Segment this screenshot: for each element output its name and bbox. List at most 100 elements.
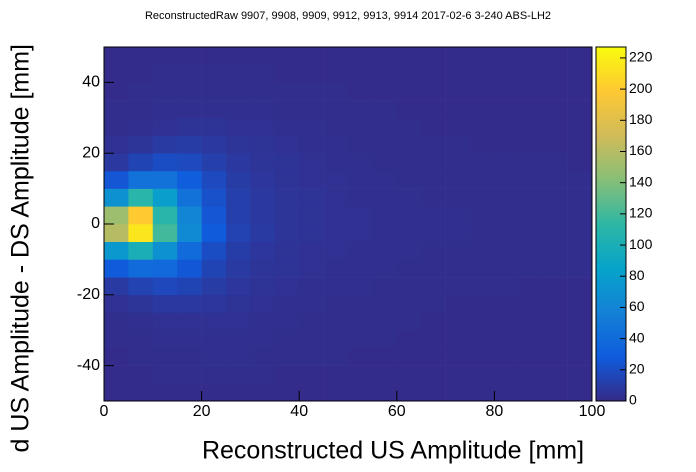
heatmap-cell bbox=[152, 153, 178, 172]
heatmap-cell bbox=[518, 135, 544, 154]
y-tick-label: 20 bbox=[82, 144, 100, 161]
heatmap-cell bbox=[396, 47, 422, 65]
heatmap-cell bbox=[396, 383, 422, 402]
x-tick-label: 80 bbox=[486, 403, 504, 420]
y-tick-label: 0 bbox=[91, 215, 100, 232]
x-tick-label: 0 bbox=[100, 403, 109, 420]
heatmap-cell bbox=[348, 82, 373, 101]
colorbar-tick-label: 140 bbox=[629, 173, 653, 189]
heatmap-cell bbox=[445, 170, 471, 189]
heatmap-cell bbox=[226, 153, 251, 172]
colorbar-tick-label: 80 bbox=[629, 267, 645, 283]
heatmap-cell bbox=[396, 64, 422, 83]
heatmap-cell bbox=[250, 188, 276, 207]
heatmap-cell bbox=[421, 383, 446, 402]
heatmap-cell bbox=[128, 365, 154, 384]
heatmap-cell bbox=[299, 188, 324, 207]
heatmap-cell bbox=[274, 259, 300, 278]
heatmap-cell bbox=[445, 206, 471, 225]
heatmap-cell bbox=[445, 259, 471, 278]
heatmap-cell bbox=[470, 259, 495, 278]
heatmap-cell bbox=[396, 82, 422, 101]
heatmap-cell bbox=[470, 64, 495, 83]
heatmap-cell bbox=[152, 206, 178, 225]
heatmap-cell bbox=[201, 153, 227, 172]
heatmap-cell bbox=[128, 153, 154, 172]
heatmap-cell bbox=[567, 64, 593, 83]
heatmap-cell bbox=[421, 277, 446, 296]
heatmap-cell bbox=[177, 135, 202, 154]
heatmap-cell bbox=[518, 259, 544, 278]
heatmap-cell bbox=[250, 153, 276, 172]
x-tick-label: 100 bbox=[579, 403, 606, 420]
heatmap-cell bbox=[323, 347, 349, 366]
heatmap-cell bbox=[104, 294, 129, 313]
heatmap-cell bbox=[177, 47, 202, 65]
heatmap-cell bbox=[470, 347, 495, 366]
heatmap-cell bbox=[177, 170, 202, 189]
heatmap-cell bbox=[226, 100, 251, 119]
heatmap-cell bbox=[518, 294, 544, 313]
heatmap-cell bbox=[201, 224, 227, 242]
heatmap-cell bbox=[543, 277, 568, 296]
heatmap-cell bbox=[421, 117, 446, 136]
heatmap-cell bbox=[421, 64, 446, 83]
heatmap-cell bbox=[104, 241, 129, 260]
heatmap-cell bbox=[396, 277, 422, 296]
heatmap-cell bbox=[396, 330, 422, 349]
colorbar bbox=[595, 46, 627, 402]
heatmap-cell bbox=[128, 64, 154, 83]
heatmap-cell bbox=[421, 312, 446, 331]
heatmap-cell bbox=[201, 365, 227, 384]
heatmap-cell bbox=[396, 224, 422, 242]
heatmap-cell bbox=[494, 64, 520, 83]
heatmap-cell bbox=[177, 188, 202, 207]
heatmap-cell bbox=[201, 347, 227, 366]
heatmap-cell bbox=[104, 135, 129, 154]
heatmap-cell bbox=[152, 241, 178, 260]
heatmap-cell bbox=[274, 347, 300, 366]
heatmap-cell bbox=[274, 64, 300, 83]
heatmap-cell bbox=[470, 294, 495, 313]
heatmap-cell bbox=[104, 100, 129, 119]
heatmap-cell bbox=[421, 188, 446, 207]
heatmap-cell bbox=[274, 153, 300, 172]
heatmap-cell bbox=[348, 330, 373, 349]
heatmap-cell bbox=[372, 117, 398, 136]
heatmap-cell bbox=[323, 383, 349, 402]
heatmap-cell bbox=[226, 117, 251, 136]
heatmap-cell bbox=[421, 365, 446, 384]
heatmap-cell bbox=[201, 100, 227, 119]
heatmap-cell bbox=[543, 82, 568, 101]
heatmap-cell bbox=[567, 277, 593, 296]
heatmap-cell bbox=[470, 206, 495, 225]
heatmap-cell bbox=[250, 100, 276, 119]
heatmap-cell bbox=[323, 117, 349, 136]
colorbar-tick-label: 180 bbox=[629, 111, 653, 127]
heatmap-cell bbox=[445, 64, 471, 83]
heatmap-cell bbox=[274, 241, 300, 260]
heatmap-cell bbox=[201, 170, 227, 189]
heatmap-cell bbox=[226, 82, 251, 101]
heatmap-cell bbox=[104, 224, 129, 242]
heatmap-cell bbox=[518, 188, 544, 207]
heatmap-cell bbox=[274, 330, 300, 349]
heatmap-cell bbox=[518, 383, 544, 402]
heatmap-cell bbox=[567, 241, 593, 260]
heatmap-cell bbox=[518, 206, 544, 225]
heatmap-cell bbox=[250, 117, 276, 136]
heatmap-cell bbox=[299, 153, 324, 172]
heatmap-cell bbox=[177, 64, 202, 83]
heatmap-cell bbox=[104, 188, 129, 207]
heatmap-cell bbox=[372, 64, 398, 83]
heatmap-cell bbox=[470, 170, 495, 189]
heatmap-cell bbox=[250, 224, 276, 242]
heatmap-cell bbox=[250, 64, 276, 83]
heatmap-cell bbox=[104, 170, 129, 189]
heatmap-cell bbox=[348, 188, 373, 207]
colorbar-tick-label: 100 bbox=[629, 236, 653, 252]
heatmap-cell bbox=[518, 47, 544, 65]
heatmap-cell bbox=[104, 82, 129, 101]
heatmap-cell bbox=[494, 47, 520, 65]
heatmap-cell bbox=[323, 64, 349, 83]
